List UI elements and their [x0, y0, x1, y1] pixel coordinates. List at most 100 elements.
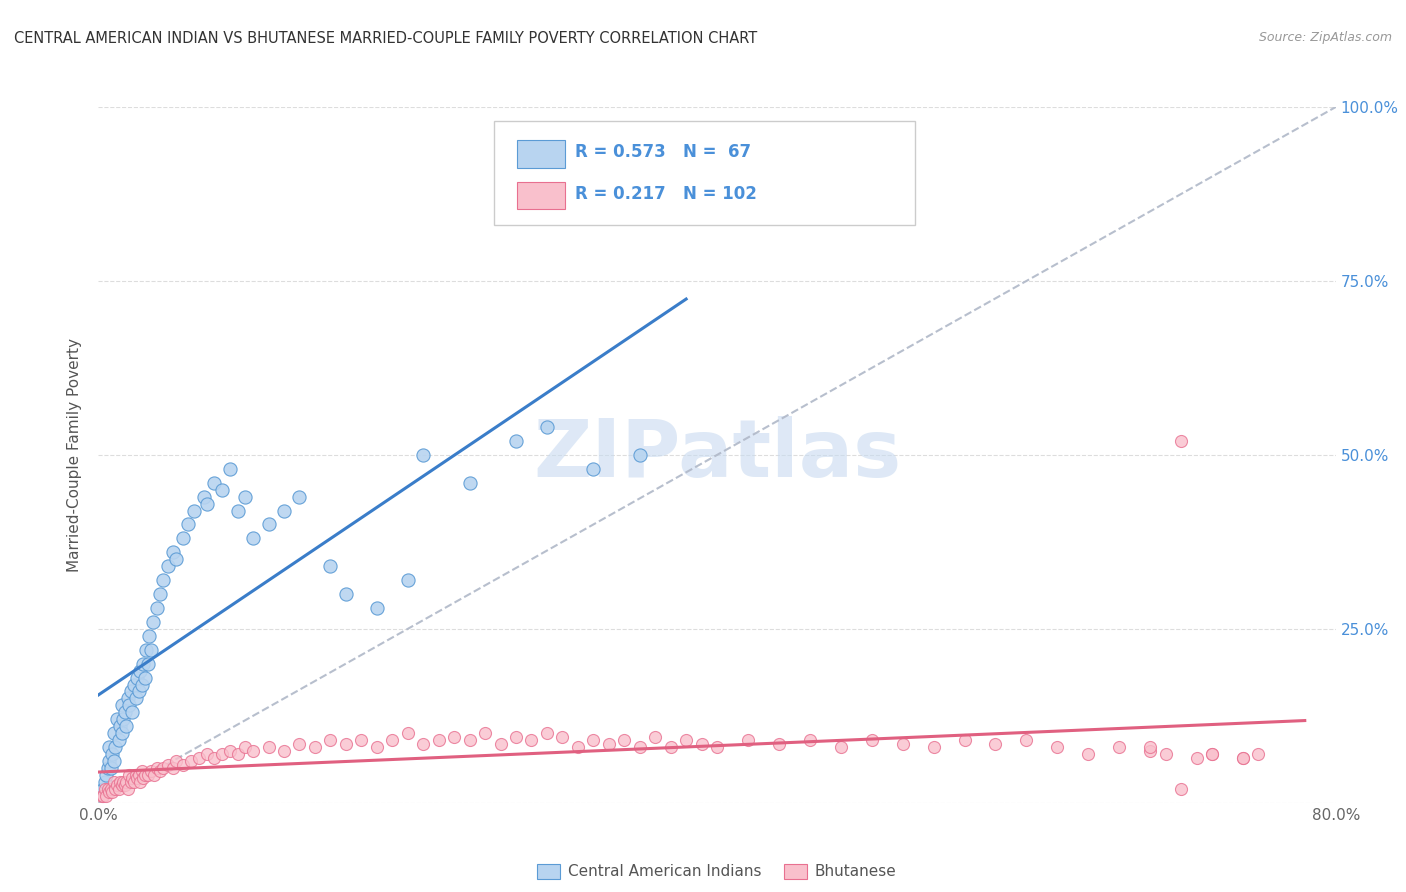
Point [103, 775, 125, 789]
Point [195, 497, 218, 511]
Point [226, 747, 249, 761]
Point [129, 664, 152, 678]
Point [520, 733, 543, 747]
Point [366, 740, 388, 755]
Point [443, 730, 465, 744]
FancyBboxPatch shape [495, 121, 915, 226]
Point [120, 684, 142, 698]
Point [121, 706, 143, 720]
Point [474, 726, 496, 740]
Point [108, 775, 131, 789]
Point [613, 733, 636, 747]
Point [108, 719, 131, 733]
Point [104, 740, 127, 755]
Point [675, 733, 697, 747]
Point [396, 726, 419, 740]
Point [91, 789, 114, 803]
Point [505, 730, 527, 744]
Point [319, 733, 342, 747]
Point [143, 768, 166, 782]
Point [706, 740, 728, 755]
Point [103, 754, 125, 768]
Point [195, 747, 218, 761]
Point [922, 740, 945, 755]
Point [235, 740, 257, 755]
Point [128, 768, 150, 782]
Point [96, 789, 118, 803]
Point [162, 761, 184, 775]
Point [350, 733, 373, 747]
Point [165, 552, 187, 566]
Point [458, 475, 481, 490]
Point [105, 712, 128, 726]
Point [131, 677, 153, 691]
Point [104, 781, 127, 796]
Point [132, 657, 155, 671]
Point [136, 768, 159, 782]
Point [101, 747, 124, 761]
Point [122, 677, 145, 691]
Text: Source: ZipAtlas.com: Source: ZipAtlas.com [1258, 31, 1392, 45]
Point [152, 573, 174, 587]
Point [149, 587, 172, 601]
Point [139, 642, 162, 657]
Point [139, 764, 162, 779]
Point [188, 750, 211, 764]
Point [134, 671, 156, 685]
Point [659, 740, 682, 755]
Point [93, 775, 115, 789]
Point [183, 503, 205, 517]
Y-axis label: Married-Couple Family Poverty: Married-Couple Family Poverty [67, 338, 83, 572]
Point [1139, 740, 1161, 755]
Point [98, 785, 121, 799]
Point [242, 532, 264, 546]
Point [180, 754, 202, 768]
FancyBboxPatch shape [516, 182, 565, 210]
Point [122, 775, 145, 789]
Point [1170, 781, 1192, 796]
Point [257, 740, 280, 755]
Point [737, 733, 759, 747]
Point [112, 712, 135, 726]
Point [366, 601, 388, 615]
Point [121, 772, 143, 786]
Point [149, 764, 172, 779]
Point [173, 757, 195, 772]
Point [830, 740, 852, 755]
Point [103, 726, 125, 740]
Point [211, 483, 233, 497]
Point [128, 684, 150, 698]
Point [142, 615, 165, 629]
Point [304, 740, 326, 755]
Point [97, 781, 120, 796]
Point [165, 754, 187, 768]
Point [117, 781, 139, 796]
FancyBboxPatch shape [516, 140, 565, 168]
Text: R = 0.573   N =  67: R = 0.573 N = 67 [575, 144, 751, 161]
Point [551, 730, 574, 744]
Point [118, 698, 141, 713]
Point [219, 462, 242, 476]
Point [124, 691, 146, 706]
Point [117, 691, 139, 706]
Point [273, 503, 295, 517]
Point [112, 775, 135, 789]
Point [127, 671, 149, 685]
Point [146, 601, 169, 615]
Point [98, 754, 121, 768]
Point [319, 559, 342, 574]
Point [768, 737, 790, 751]
Point [1015, 733, 1038, 747]
Point [138, 629, 160, 643]
Point [131, 764, 153, 779]
Point [100, 761, 122, 775]
Point [458, 733, 481, 747]
Point [136, 657, 159, 671]
Point [412, 448, 434, 462]
Point [953, 733, 976, 747]
Point [90, 789, 112, 803]
Point [1046, 740, 1069, 755]
Point [412, 737, 434, 751]
Point [288, 490, 311, 504]
Point [690, 737, 713, 751]
